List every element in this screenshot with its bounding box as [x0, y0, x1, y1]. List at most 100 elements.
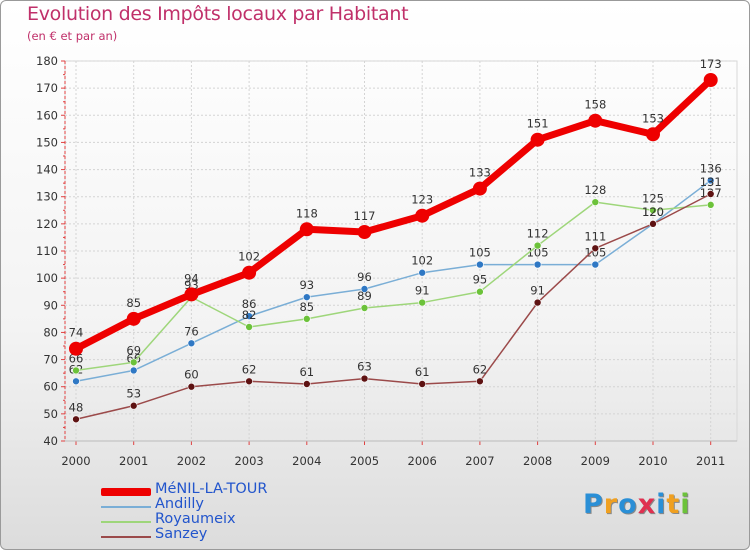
data-point-royaumeix — [476, 287, 484, 296]
data-label-m-nil-la-tour: 118 — [296, 206, 318, 220]
data-point-andilly — [245, 312, 253, 320]
data-label-andilly: 93 — [299, 278, 314, 292]
data-point-royaumeix — [706, 201, 715, 209]
data-label-andilly: 105 — [469, 246, 491, 260]
y-tick-label: 90 — [43, 298, 58, 312]
x-tick-label: 2000 — [61, 454, 90, 468]
data-label-sanzey: 111 — [584, 229, 606, 243]
data-point-royaumeix — [302, 315, 311, 323]
data-point-royaumeix — [418, 298, 427, 307]
series-line-royaumeix — [75, 201, 712, 372]
data-label-sanzey: 61 — [299, 365, 314, 379]
data-label-royaumeix: 69 — [126, 343, 141, 357]
legend-swatch-menil — [101, 488, 151, 496]
data-point-m-nil-la-tour — [415, 208, 430, 223]
y-tick-label: 170 — [36, 81, 58, 95]
data-point-royaumeix — [245, 323, 253, 331]
y-tick-label: 150 — [36, 135, 58, 149]
data-point-royaumeix — [649, 206, 657, 215]
data-label-m-nil-la-tour: 173 — [700, 57, 722, 71]
grid — [64, 60, 738, 442]
data-point-andilly — [418, 268, 427, 277]
data-point-sanzey — [72, 415, 80, 424]
data-point-sanzey — [591, 244, 600, 253]
y-tick-label: 120 — [36, 217, 58, 231]
data-label-sanzey: 91 — [530, 284, 545, 298]
data-point-m-nil-la-tour — [242, 265, 257, 280]
data-label-m-nil-la-tour: 102 — [238, 250, 260, 264]
series-group: 6266768693961021051051051201366669938285… — [69, 57, 722, 424]
data-label-andilly: 96 — [357, 270, 372, 284]
data-label-sanzey: 63 — [357, 360, 372, 374]
data-label-royaumeix: 91 — [415, 284, 430, 298]
x-tick-label: 2003 — [234, 454, 263, 468]
logo-letter-7: i — [680, 489, 691, 520]
y-tick-label: 80 — [43, 325, 58, 339]
x-tick-label: 2006 — [408, 454, 437, 468]
data-label-sanzey: 48 — [69, 400, 84, 414]
data-point-m-nil-la-tour — [703, 73, 718, 87]
data-point-m-nil-la-tour — [299, 222, 314, 237]
x-tick-label: 2007 — [465, 454, 494, 468]
proxiti-logo: Proxiti — [583, 489, 691, 520]
data-point-m-nil-la-tour — [588, 113, 603, 128]
y-tick-label: 40 — [43, 434, 58, 448]
y-tick-label: 110 — [36, 244, 58, 258]
logo-letter-2: r — [603, 489, 619, 520]
y-tick-label: 70 — [43, 353, 58, 367]
data-label-m-nil-la-tour: 151 — [527, 117, 549, 131]
series-andilly: 626676869396102105105105120136 — [69, 161, 722, 386]
data-point-andilly — [72, 377, 80, 386]
data-point-m-nil-la-tour — [357, 225, 372, 239]
data-label-sanzey: 131 — [700, 175, 722, 189]
data-point-royaumeix — [72, 366, 80, 375]
data-label-sanzey: 61 — [415, 365, 430, 379]
data-label-royaumeix: 66 — [69, 351, 84, 365]
x-tick-label: 2010 — [638, 454, 667, 468]
data-label-m-nil-la-tour: 153 — [642, 111, 664, 125]
logo-letter-1: P — [583, 489, 604, 520]
data-label-andilly: 86 — [242, 297, 257, 311]
data-point-m-nil-la-tour — [69, 341, 83, 356]
data-label-m-nil-la-tour: 85 — [126, 296, 141, 310]
data-point-andilly — [706, 176, 715, 185]
x-tick-label: 2001 — [119, 454, 148, 468]
data-point-m-nil-la-tour — [472, 181, 487, 196]
data-point-andilly — [187, 339, 196, 348]
data-point-andilly — [129, 366, 138, 375]
data-label-m-nil-la-tour: 123 — [411, 193, 433, 207]
data-label-royaumeix: 112 — [527, 227, 549, 241]
axes: 40 50 60 70 80 90 100 110 120 130 140 150 160 170 180 2… — [36, 54, 737, 468]
data-label-royaumeix: 95 — [473, 273, 488, 287]
y-tick-label: 50 — [43, 407, 58, 421]
data-label-andilly: 102 — [411, 254, 433, 268]
data-label-andilly: 136 — [700, 161, 722, 175]
data-point-andilly — [360, 285, 369, 293]
data-point-m-nil-la-tour — [126, 311, 141, 326]
data-label-sanzey: 120 — [642, 205, 664, 219]
data-point-andilly — [591, 260, 600, 269]
y-tick-label: 130 — [36, 190, 58, 204]
data-label-sanzey: 62 — [242, 362, 257, 376]
data-point-m-nil-la-tour — [530, 132, 545, 147]
legend-label-sanzey: Sanzey — [155, 526, 208, 542]
data-point-sanzey — [533, 298, 542, 307]
data-label-andilly: 105 — [584, 246, 606, 260]
data-point-royaumeix — [591, 198, 600, 206]
legend-label-andilly: Andilly — [155, 496, 204, 512]
data-point-m-nil-la-tour — [184, 287, 199, 302]
data-point-sanzey — [187, 382, 196, 391]
chart-subtitle: (en € et par an) — [27, 29, 118, 43]
data-label-royaumeix: 125 — [642, 191, 664, 205]
series-sanzey: 48 53 60 62 61 63 61 62 91 111 120 131 — [69, 175, 722, 424]
y-tick-label: 60 — [43, 380, 58, 394]
data-point-sanzey — [418, 380, 427, 388]
data-point-sanzey — [476, 377, 484, 386]
x-tick-label: 2008 — [523, 454, 552, 468]
data-label-sanzey: 60 — [184, 368, 199, 382]
y-tick-label: 140 — [36, 163, 58, 177]
data-point-sanzey — [706, 190, 715, 198]
data-label-m-nil-la-tour: 117 — [354, 209, 376, 223]
